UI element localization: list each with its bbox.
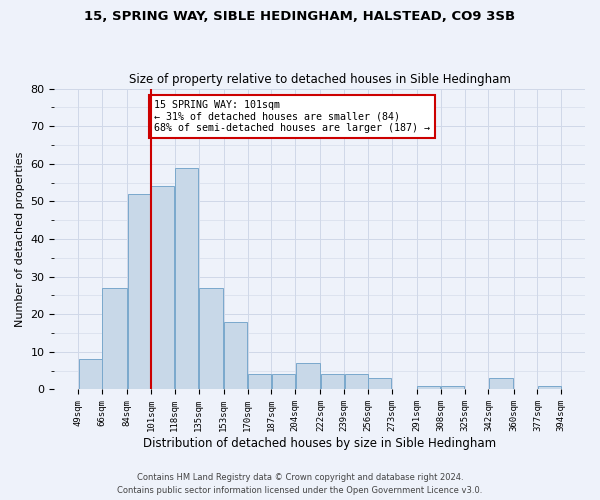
Text: Contains HM Land Registry data © Crown copyright and database right 2024.
Contai: Contains HM Land Registry data © Crown c… [118,474,482,495]
Bar [489,378,513,390]
Bar [151,186,175,390]
Bar [368,378,391,390]
Bar [79,360,101,390]
Bar [175,168,198,390]
Bar [321,374,344,390]
Bar [103,288,127,390]
X-axis label: Distribution of detached houses by size in Sible Hedingham: Distribution of detached houses by size … [143,437,496,450]
Y-axis label: Number of detached properties: Number of detached properties [15,152,25,326]
Title: Size of property relative to detached houses in Sible Hedingham: Size of property relative to detached ho… [129,73,511,86]
Bar [272,374,295,390]
Bar [296,363,320,390]
Bar [344,374,368,390]
Bar [538,386,561,390]
Text: 15 SPRING WAY: 101sqm
← 31% of detached houses are smaller (84)
68% of semi-deta: 15 SPRING WAY: 101sqm ← 31% of detached … [154,100,430,133]
Bar [128,194,151,390]
Bar [248,374,271,390]
Bar [441,386,464,390]
Bar [199,288,223,390]
Text: 15, SPRING WAY, SIBLE HEDINGHAM, HALSTEAD, CO9 3SB: 15, SPRING WAY, SIBLE HEDINGHAM, HALSTEA… [85,10,515,23]
Bar [224,322,247,390]
Bar [418,386,440,390]
